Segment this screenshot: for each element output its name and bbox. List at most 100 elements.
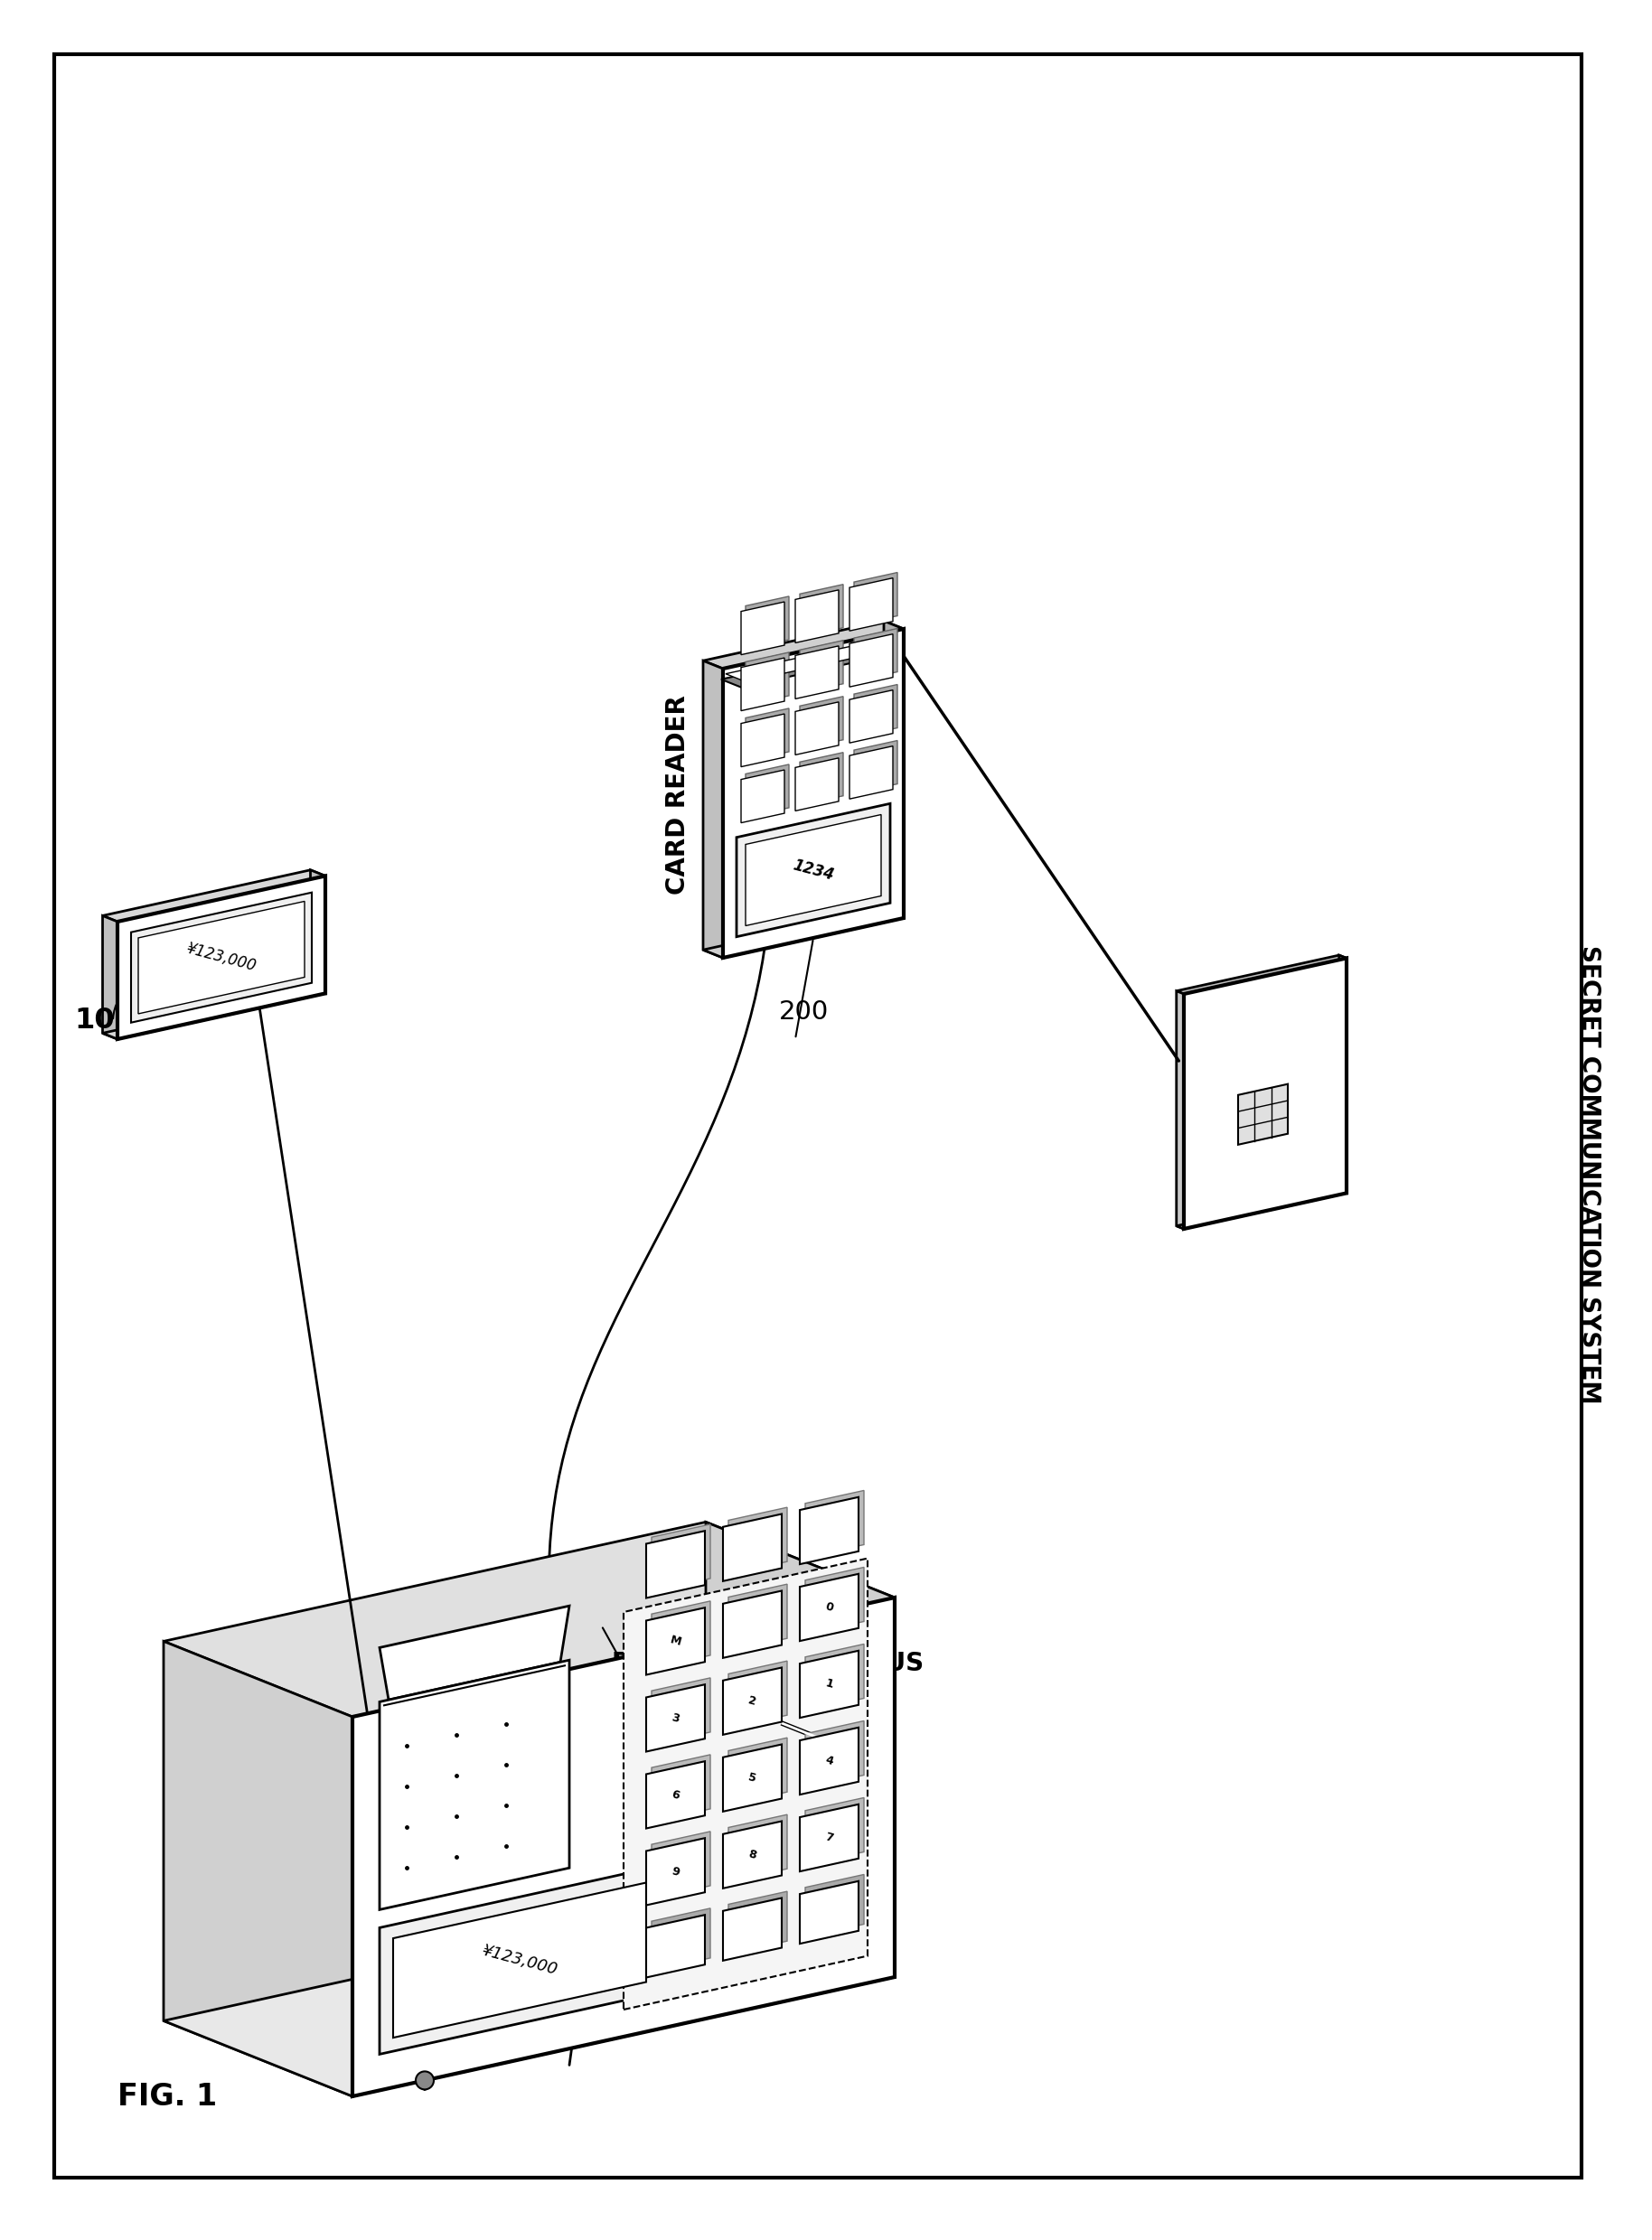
Polygon shape — [102, 988, 325, 1039]
Text: 2: 2 — [747, 1693, 758, 1707]
Text: 10: 10 — [74, 1008, 116, 1035]
Polygon shape — [795, 589, 839, 643]
Polygon shape — [725, 643, 881, 681]
Polygon shape — [651, 1832, 710, 1900]
Polygon shape — [805, 1568, 864, 1635]
Polygon shape — [800, 1882, 859, 1944]
Polygon shape — [805, 1799, 864, 1866]
Polygon shape — [651, 1523, 710, 1590]
Polygon shape — [724, 1821, 781, 1888]
Polygon shape — [849, 746, 892, 800]
Polygon shape — [800, 753, 843, 806]
Text: 200: 200 — [780, 999, 829, 1024]
Polygon shape — [651, 1602, 710, 1669]
Polygon shape — [117, 876, 325, 1039]
Polygon shape — [745, 815, 881, 925]
Polygon shape — [651, 1754, 710, 1821]
Polygon shape — [854, 573, 897, 625]
Circle shape — [826, 1884, 851, 1911]
Polygon shape — [854, 685, 897, 737]
Polygon shape — [724, 629, 904, 959]
Polygon shape — [102, 869, 325, 921]
Polygon shape — [795, 757, 839, 811]
Polygon shape — [724, 1514, 781, 1581]
Polygon shape — [805, 1490, 864, 1557]
Text: 8: 8 — [747, 1848, 758, 1861]
Polygon shape — [651, 1908, 710, 1971]
Text: 0: 0 — [824, 1602, 834, 1615]
Polygon shape — [724, 1897, 781, 1960]
Text: ¥123,000: ¥123,000 — [185, 941, 258, 974]
Polygon shape — [704, 661, 724, 959]
Polygon shape — [729, 1584, 786, 1651]
Text: 102: 102 — [629, 1893, 681, 1920]
Polygon shape — [623, 1559, 867, 2009]
Polygon shape — [102, 916, 117, 1039]
Polygon shape — [729, 1814, 786, 1882]
Polygon shape — [646, 1839, 705, 1906]
Polygon shape — [742, 771, 785, 822]
Polygon shape — [884, 620, 904, 918]
Polygon shape — [805, 1875, 864, 1938]
Text: 100: 100 — [535, 1971, 585, 1996]
Polygon shape — [311, 869, 325, 992]
Polygon shape — [745, 764, 790, 818]
Text: 5: 5 — [747, 1772, 758, 1785]
Polygon shape — [805, 1644, 864, 1711]
Polygon shape — [849, 634, 892, 688]
Text: 101: 101 — [269, 896, 319, 921]
Polygon shape — [1184, 959, 1346, 1230]
Polygon shape — [164, 1902, 895, 2097]
Text: IC CARD: IC CARD — [1218, 1095, 1332, 1120]
Polygon shape — [704, 909, 904, 959]
Polygon shape — [646, 1915, 705, 1978]
Polygon shape — [646, 1530, 705, 1597]
Text: 104: 104 — [676, 1662, 725, 1689]
Text: 6: 6 — [671, 1788, 681, 1801]
Text: 4: 4 — [824, 1754, 834, 1767]
Polygon shape — [800, 1727, 859, 1794]
Text: M: M — [669, 1635, 682, 1649]
Polygon shape — [651, 1678, 710, 1745]
Text: 9: 9 — [671, 1866, 681, 1879]
Polygon shape — [729, 1662, 786, 1727]
Text: 1: 1 — [824, 1678, 834, 1691]
Polygon shape — [1340, 954, 1346, 1194]
Text: 3: 3 — [671, 1711, 681, 1725]
Polygon shape — [854, 741, 897, 793]
Polygon shape — [705, 1521, 895, 1978]
Polygon shape — [1237, 1084, 1289, 1145]
Text: CARD READER: CARD READER — [666, 694, 691, 896]
Text: 7: 7 — [824, 1830, 834, 1844]
Polygon shape — [1176, 990, 1184, 1230]
Polygon shape — [131, 892, 312, 1024]
Polygon shape — [724, 1745, 781, 1812]
Polygon shape — [722, 647, 885, 688]
Polygon shape — [724, 1590, 781, 1658]
Polygon shape — [704, 620, 904, 670]
Circle shape — [416, 2072, 434, 2090]
Polygon shape — [805, 1720, 864, 1788]
Polygon shape — [1176, 1189, 1346, 1230]
Polygon shape — [139, 900, 304, 1015]
Polygon shape — [742, 603, 785, 654]
Polygon shape — [854, 629, 897, 681]
Text: 1234: 1234 — [791, 858, 836, 883]
Polygon shape — [745, 708, 790, 762]
Polygon shape — [742, 659, 785, 710]
Text: FIG. 1: FIG. 1 — [117, 2081, 216, 2112]
Polygon shape — [800, 1496, 859, 1564]
Polygon shape — [646, 1608, 705, 1676]
Polygon shape — [352, 1597, 895, 2097]
Polygon shape — [800, 641, 843, 694]
Polygon shape — [729, 1738, 786, 1805]
Polygon shape — [800, 697, 843, 750]
Polygon shape — [800, 585, 843, 638]
Polygon shape — [729, 1891, 786, 1953]
Polygon shape — [164, 1642, 352, 2097]
Polygon shape — [745, 652, 790, 706]
Polygon shape — [742, 715, 785, 766]
Polygon shape — [646, 1684, 705, 1752]
Polygon shape — [380, 1866, 659, 2054]
Polygon shape — [724, 1667, 781, 1734]
